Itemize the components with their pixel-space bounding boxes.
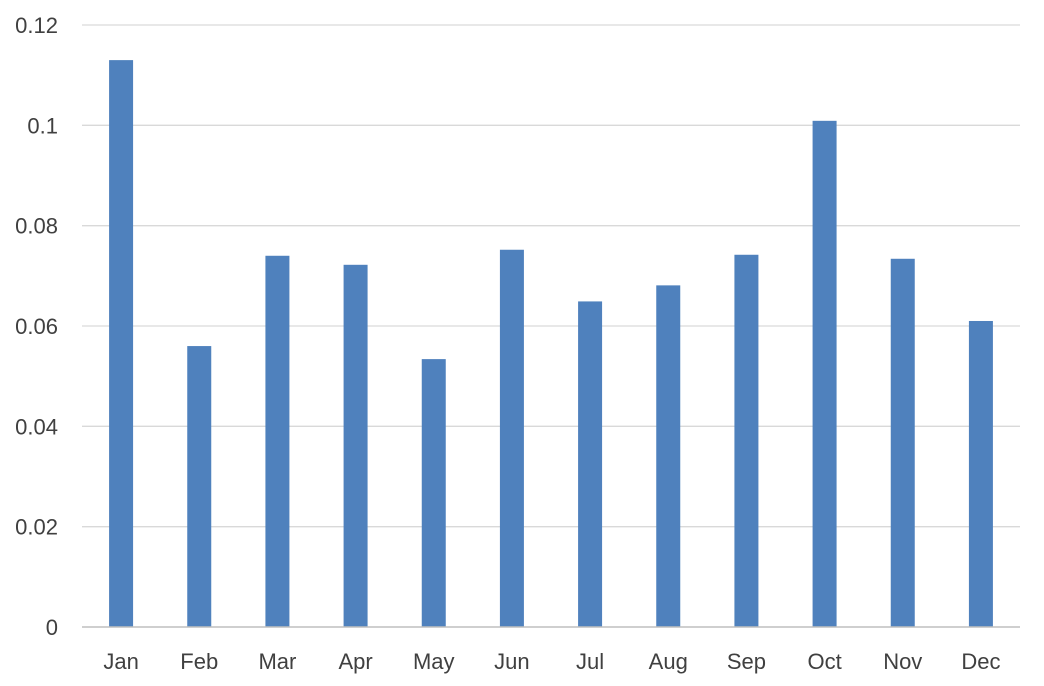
- y-tick-label: 0.08: [15, 214, 58, 239]
- x-axis-tick-labels: Jan Feb Mar Apr May Jun Jul Aug Sep Oct Nov Dec: [103, 649, 1000, 674]
- bars: [109, 60, 993, 628]
- bar-sep: [734, 254, 759, 627]
- y-tick-label: 0: [46, 615, 58, 640]
- x-tick-label: Jan: [103, 649, 138, 674]
- x-tick-label: Apr: [338, 649, 372, 674]
- y-tick-label: 0.04: [15, 414, 58, 439]
- x-tick-label: Sep: [727, 649, 766, 674]
- bar-oct: [812, 120, 837, 628]
- y-tick-label: 0.1: [27, 113, 58, 138]
- x-tick-label: Aug: [649, 649, 688, 674]
- bar-jun: [499, 249, 524, 627]
- x-tick-label: May: [413, 649, 455, 674]
- x-tick-label: Feb: [180, 649, 218, 674]
- x-tick-label: Dec: [961, 649, 1000, 674]
- bar-may: [421, 359, 446, 627]
- gridlines: [82, 24, 1020, 528]
- bar-jul: [578, 301, 603, 627]
- y-tick-label: 0.06: [15, 314, 58, 339]
- y-tick-label: 0.02: [15, 515, 58, 540]
- bar-mar: [265, 255, 290, 627]
- bar-jan: [109, 60, 134, 628]
- x-tick-label: Mar: [258, 649, 296, 674]
- x-tick-label: Jul: [576, 649, 604, 674]
- bar-apr: [343, 264, 368, 627]
- x-tick-label: Nov: [883, 649, 922, 674]
- bar-feb: [187, 346, 212, 627]
- x-tick-label: Jun: [494, 649, 529, 674]
- bar-dec: [968, 320, 993, 627]
- y-axis-tick-labels: 0 0.02 0.04 0.06 0.08 0.1 0.12: [15, 13, 58, 640]
- bar-aug: [656, 285, 681, 627]
- y-tick-label: 0.12: [15, 13, 58, 38]
- x-tick-label: Oct: [807, 649, 841, 674]
- bar-nov: [890, 258, 915, 627]
